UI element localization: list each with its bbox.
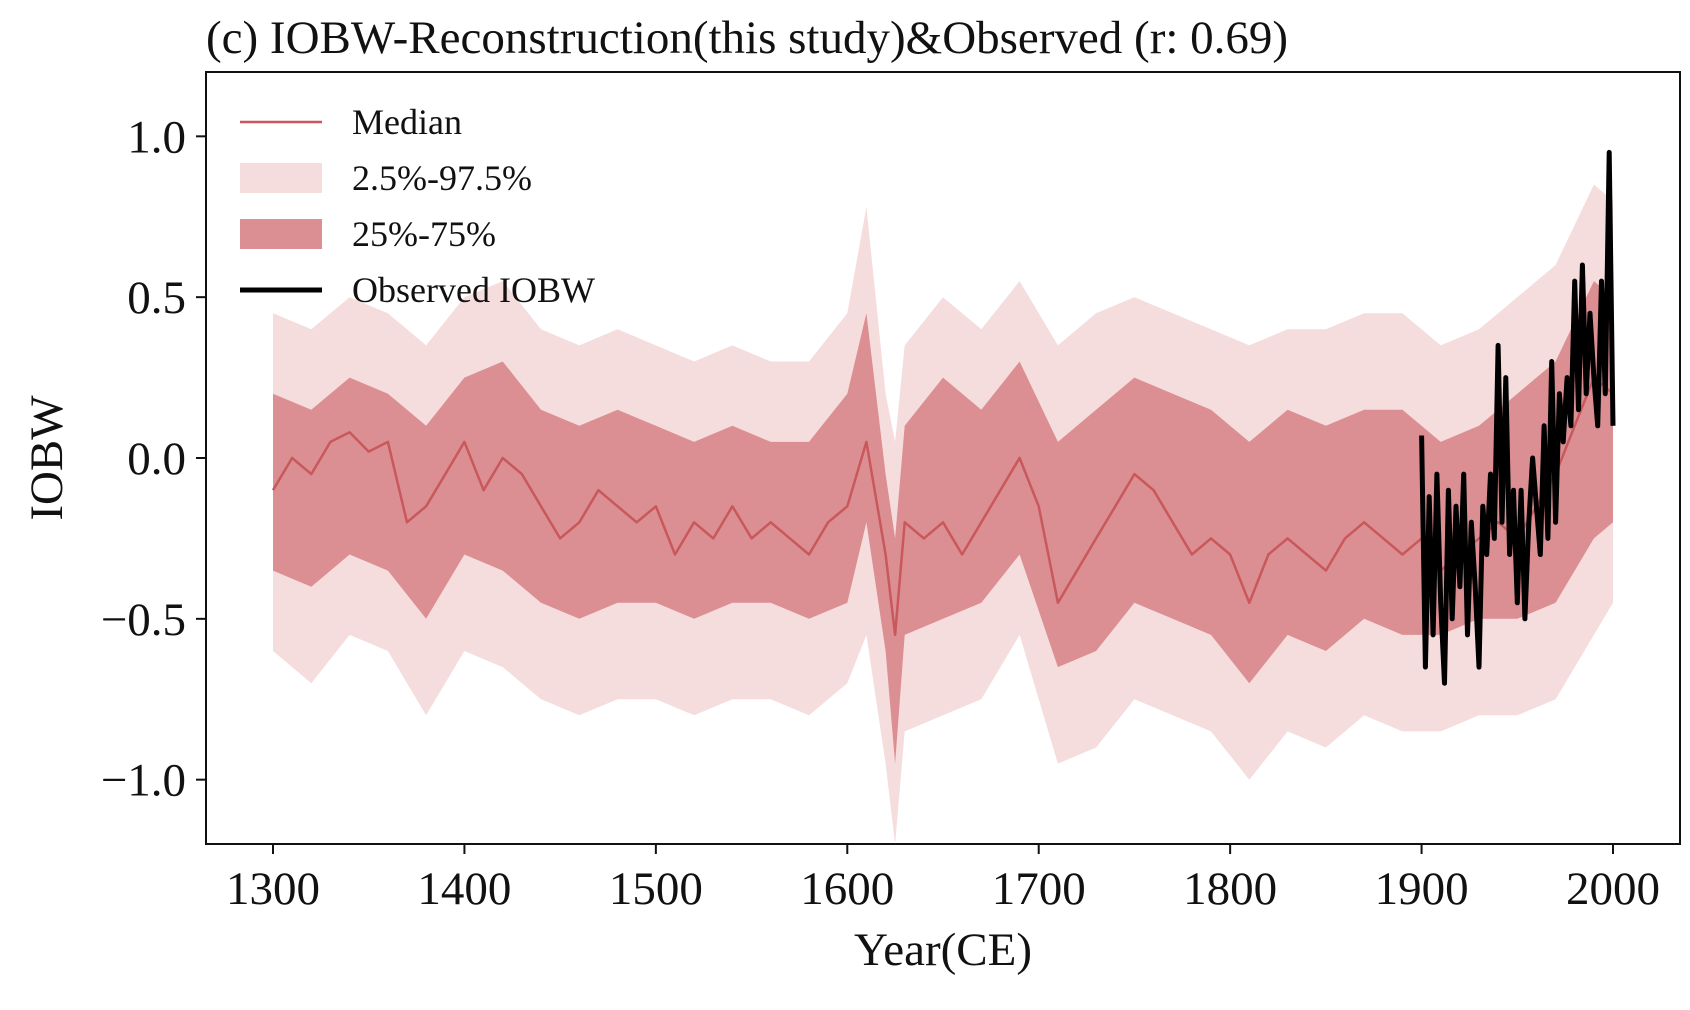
legend-swatch <box>240 219 322 249</box>
y-axis: 1.0 0.5 0.0 −0.5 −1.0 <box>101 111 206 807</box>
legend-swatch <box>240 163 322 193</box>
x-tick-label: 1600 <box>800 863 894 915</box>
observed-series <box>1419 149 1616 686</box>
chart-title: (c) IOBW-Reconstruction(this study)&Obse… <box>206 12 1288 64</box>
y-axis-label: IOBW <box>21 395 73 521</box>
y-tick-label: 0.0 <box>127 433 186 485</box>
x-axis: 1300 1400 1500 1600 1700 1800 1900 2000 <box>226 844 1660 915</box>
x-tick-label: 1800 <box>1183 863 1277 915</box>
legend-label: Observed IOBW <box>352 270 595 310</box>
median-line <box>271 376 1614 637</box>
y-tick-label: −0.5 <box>101 594 186 646</box>
x-axis-label: Year(CE) <box>854 924 1032 976</box>
x-tick-label: 1700 <box>992 863 1086 915</box>
y-tick-label: 0.5 <box>127 272 186 324</box>
x-tick-label: 2000 <box>1566 863 1660 915</box>
median-series <box>271 376 1614 637</box>
x-tick-label: 1900 <box>1375 863 1469 915</box>
y-tick-label: 1.0 <box>127 111 186 163</box>
legend: Median 2.5%-97.5% 25%-75% Observed IOBW <box>240 102 595 310</box>
legend-label: 25%-75% <box>352 214 496 254</box>
x-tick-label: 1300 <box>226 863 320 915</box>
observed-line <box>1419 149 1616 686</box>
x-tick-label: 1400 <box>417 863 511 915</box>
x-tick-label: 1500 <box>609 863 703 915</box>
y-tick-label: −1.0 <box>101 755 186 807</box>
legend-label: Median <box>352 102 462 142</box>
legend-label: 2.5%-97.5% <box>352 158 532 198</box>
